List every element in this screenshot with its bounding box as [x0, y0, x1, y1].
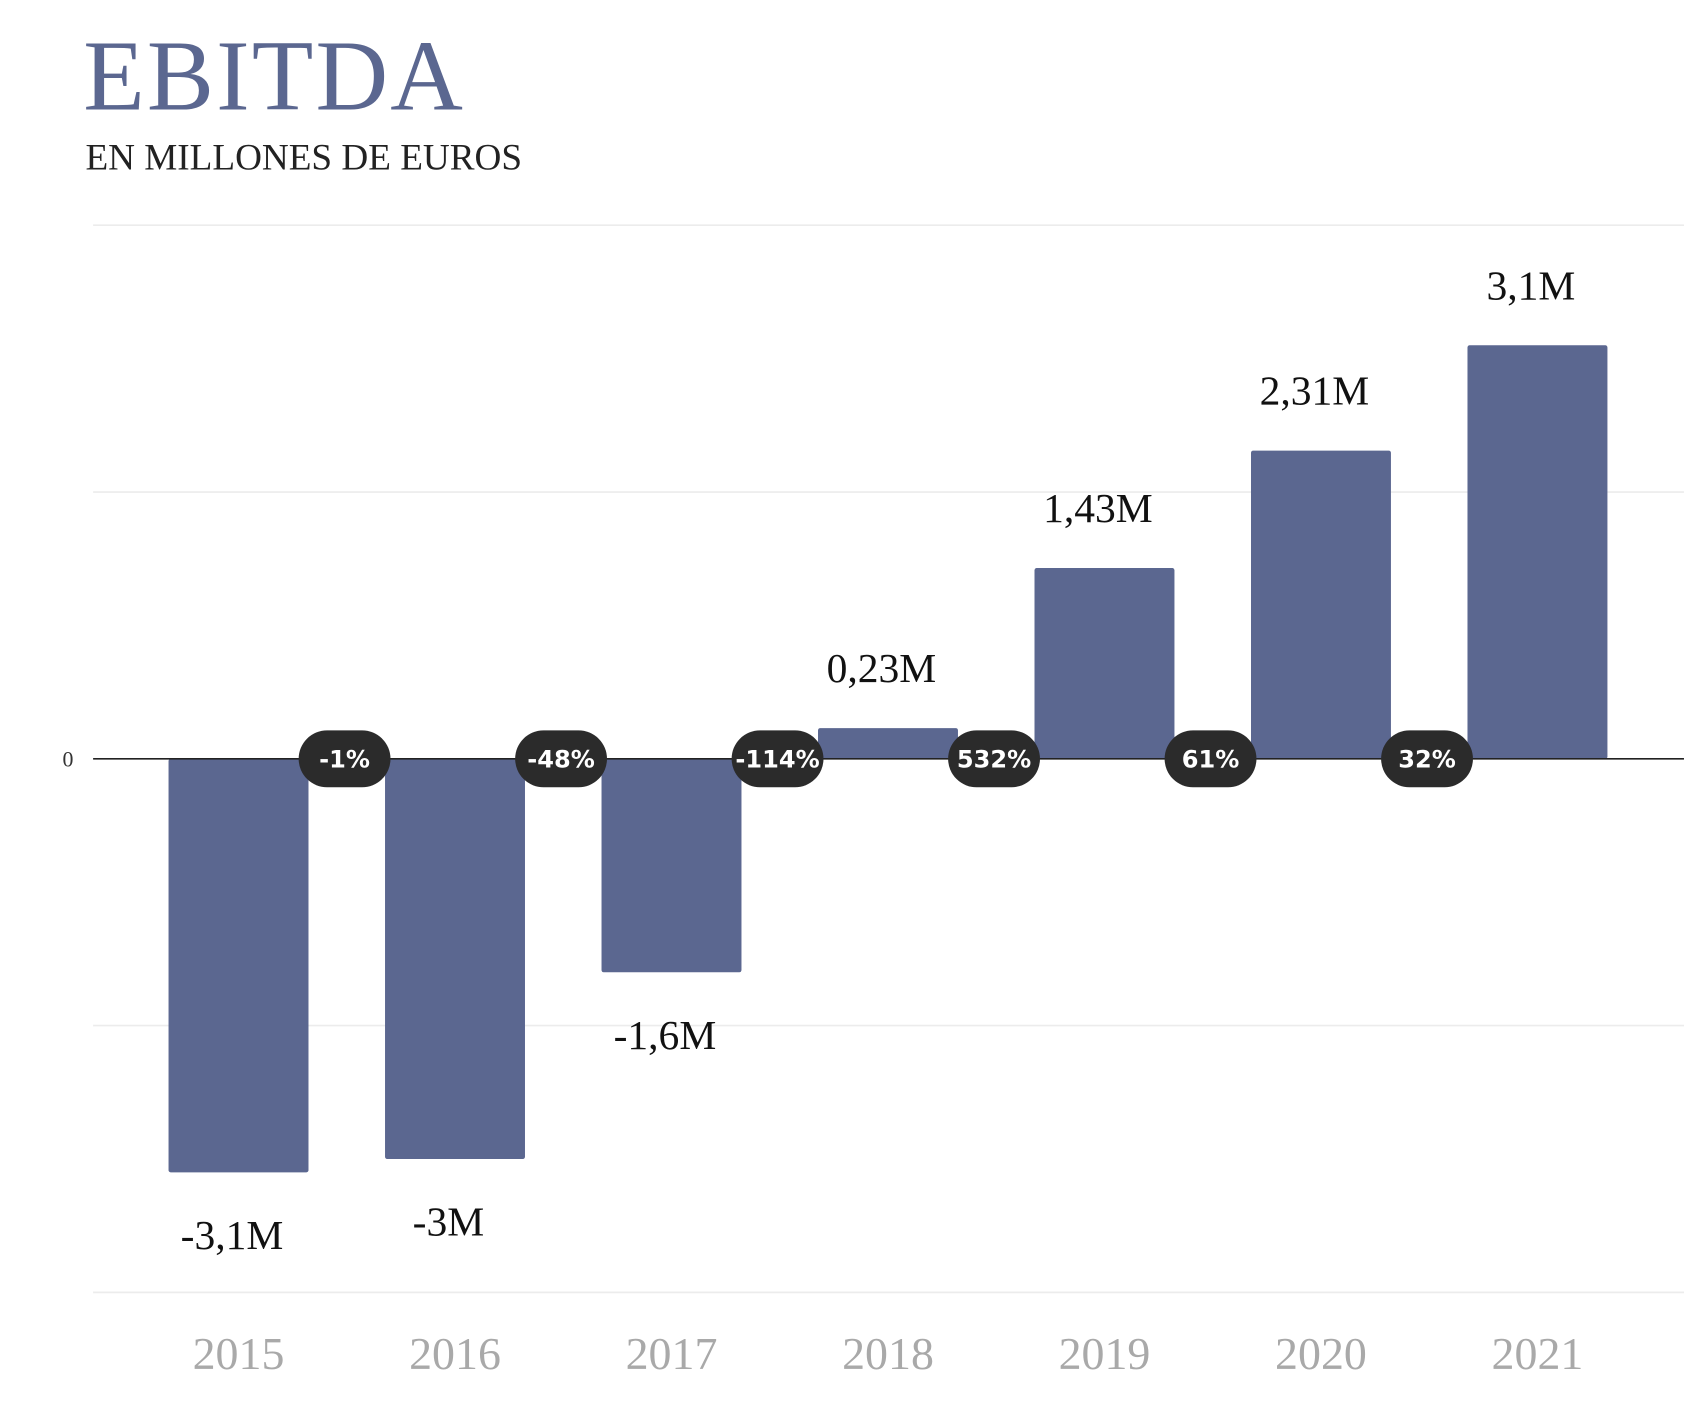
gridlines: [93, 224, 1684, 1294]
change-badge: [948, 730, 1040, 788]
change-badge: [298, 730, 391, 788]
data-label-2020: 2,31M: [1260, 368, 1370, 414]
bar-2018: [818, 728, 958, 759]
change-badges: -1% -48% -114% 532% 61% 32%: [298, 730, 1473, 788]
data-label-2021: 3,1M: [1486, 262, 1575, 308]
data-label-2017: -1,6M: [614, 1012, 717, 1058]
x-tick-label-2021: 2021: [1492, 1328, 1584, 1379]
x-tick-label-2015: 2015: [193, 1328, 285, 1379]
data-label-2019: 1,43M: [1043, 485, 1153, 531]
change-badge-label: -1%: [319, 746, 370, 774]
y-tick-label-zero: 0: [62, 747, 73, 771]
bar-2015: [168, 758, 309, 1173]
data-label-2018: 0,23M: [827, 645, 937, 691]
change-badge: [1381, 730, 1473, 788]
x-tick-label-2019: 2019: [1059, 1328, 1151, 1379]
change-badge: [515, 730, 607, 788]
bar-2017: [601, 758, 742, 973]
chart-title: EBITDA: [83, 19, 465, 131]
data-label-2016: -3M: [413, 1199, 485, 1245]
change-badge-label: -48%: [527, 746, 595, 774]
bar-2019: [1034, 568, 1175, 759]
change-badge: [731, 730, 824, 788]
change-badge: [1164, 730, 1257, 788]
x-axis-labels: 2015 2016 2017 2018 2019 2020 2021: [193, 1328, 1584, 1379]
bar-2020: [1250, 450, 1391, 759]
x-tick-label-2020: 2020: [1275, 1328, 1367, 1379]
x-tick-label-2016: 2016: [409, 1328, 501, 1379]
x-tick-label-2018: 2018: [842, 1328, 934, 1379]
bar-2021: [1467, 345, 1608, 759]
x-tick-label-2017: 2017: [626, 1328, 718, 1379]
bars: [168, 345, 1608, 1173]
value-labels: -3,1M -3M -1,6M 0,23M 1,43M 2,31M 3,1M: [181, 262, 1576, 1257]
change-badge-label: 61%: [1182, 746, 1240, 774]
change-badge-label: -114%: [735, 746, 819, 774]
change-badge-label: 532%: [957, 746, 1031, 774]
chart-subtitle: EN MILLONES DE EUROS: [85, 137, 522, 178]
bar-2016: [385, 758, 525, 1159]
data-label-2015: -3,1M: [181, 1212, 284, 1258]
change-badge-label: 32%: [1398, 746, 1456, 774]
